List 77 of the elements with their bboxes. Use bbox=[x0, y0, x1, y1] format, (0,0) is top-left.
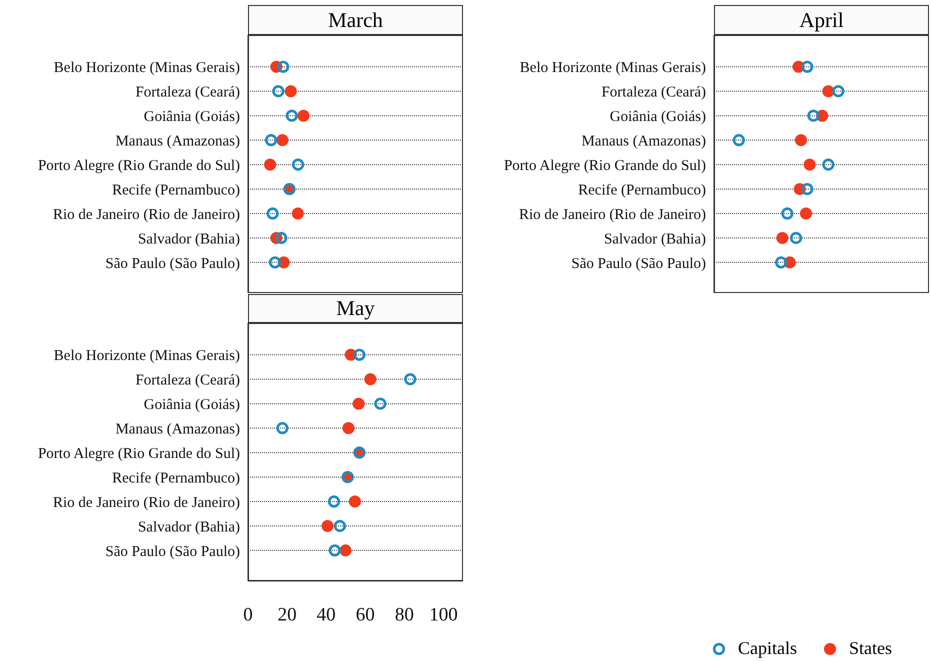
point bbox=[807, 110, 820, 122]
y-tick-label: Recife (Pernambuco) bbox=[112, 182, 240, 198]
y-tick-label: Recife (Pernambuco) bbox=[578, 182, 706, 198]
point bbox=[342, 422, 354, 434]
y-tick-label: Fortaleza (Ceará) bbox=[135, 84, 240, 101]
point bbox=[776, 232, 788, 244]
point bbox=[822, 158, 834, 171]
point bbox=[284, 85, 297, 98]
y-tick-label: Rio de Janeiro (Rio de Janeiro) bbox=[52, 206, 240, 223]
point bbox=[404, 373, 416, 386]
point bbox=[340, 544, 352, 556]
point bbox=[800, 208, 812, 220]
point bbox=[781, 207, 794, 220]
y-tick-label: Manaus (Amazonas) bbox=[581, 133, 706, 150]
chart-title: March bbox=[248, 5, 463, 35]
point bbox=[374, 398, 386, 410]
y-tick-label: Belo Horizonte (Minas Gerais) bbox=[520, 60, 706, 76]
chart-title: April bbox=[714, 5, 929, 35]
point bbox=[801, 182, 814, 196]
x-tick-label: 60 bbox=[356, 604, 375, 626]
chart-title: May bbox=[248, 294, 463, 323]
y-tick-label: Recife (Pernambuco) bbox=[112, 470, 240, 486]
point bbox=[328, 544, 341, 557]
y-tick-label: Belo Horizonte (Minas Gerais) bbox=[54, 60, 240, 76]
point bbox=[801, 60, 814, 73]
point bbox=[268, 256, 282, 269]
legend-label: States bbox=[849, 638, 892, 659]
y-tick-label: Manaus (Amazonas) bbox=[115, 133, 240, 150]
point bbox=[322, 520, 334, 532]
y-tick-label: Porto Alegre (Rio Grande do Sul) bbox=[38, 446, 240, 462]
point bbox=[832, 85, 844, 98]
y-tick-label: Porto Alegre (Rio Grande do Sul) bbox=[38, 158, 240, 174]
point bbox=[352, 398, 365, 410]
x-tick-label: 100 bbox=[429, 604, 458, 626]
point bbox=[292, 158, 304, 171]
x-tick-label: 0 bbox=[243, 604, 253, 626]
y-tick-label: Salvador (Bahia) bbox=[138, 519, 240, 536]
y-tick-label: Porto Alegre (Rio Grande do Sul) bbox=[504, 158, 706, 174]
point bbox=[264, 158, 276, 171]
point bbox=[775, 256, 788, 269]
y-tick-label: São Paulo (São Paulo) bbox=[105, 256, 240, 272]
y-tick-label: Salvador (Bahia) bbox=[138, 231, 240, 248]
y-tick-label: Fortaleza (Ceará) bbox=[135, 372, 240, 389]
x-tick-label: 40 bbox=[316, 604, 336, 626]
point bbox=[272, 85, 284, 98]
point bbox=[732, 134, 745, 146]
point bbox=[334, 520, 346, 532]
point bbox=[364, 373, 376, 386]
y-tick-label: Goiânia (Goiás) bbox=[610, 109, 706, 126]
point bbox=[264, 134, 278, 146]
y-tick-label: Manaus (Amazonas) bbox=[115, 421, 240, 438]
y-tick-label: São Paulo (São Paulo) bbox=[571, 256, 706, 272]
point bbox=[298, 110, 310, 122]
point bbox=[276, 134, 288, 146]
y-tick-label: Goiânia (Goiás) bbox=[144, 397, 240, 414]
point bbox=[348, 496, 361, 508]
legend-label: Capitals bbox=[738, 638, 797, 659]
y-tick-label: Salvador (Bahia) bbox=[604, 231, 706, 248]
point bbox=[276, 422, 288, 434]
point bbox=[794, 134, 807, 146]
point bbox=[353, 348, 366, 361]
y-tick-label: Fortaleza (Ceará) bbox=[601, 84, 706, 101]
point bbox=[275, 232, 288, 244]
point bbox=[328, 495, 340, 508]
point bbox=[266, 207, 279, 220]
y-tick-label: Goiânia (Goiás) bbox=[144, 109, 240, 126]
y-tick-label: Rio de Janeiro (Rio de Janeiro) bbox=[518, 206, 706, 223]
y-tick-label: Rio de Janeiro (Rio de Janeiro) bbox=[52, 494, 240, 511]
point bbox=[286, 110, 298, 122]
y-tick-label: São Paulo (São Paulo) bbox=[105, 544, 240, 560]
y-tick-label: Belo Horizonte (Minas Gerais) bbox=[54, 348, 240, 364]
point bbox=[292, 208, 304, 220]
point bbox=[277, 60, 290, 73]
x-tick-label: 80 bbox=[394, 604, 414, 626]
point bbox=[804, 158, 816, 171]
x-tick-label: 20 bbox=[278, 604, 297, 626]
point bbox=[790, 232, 802, 244]
